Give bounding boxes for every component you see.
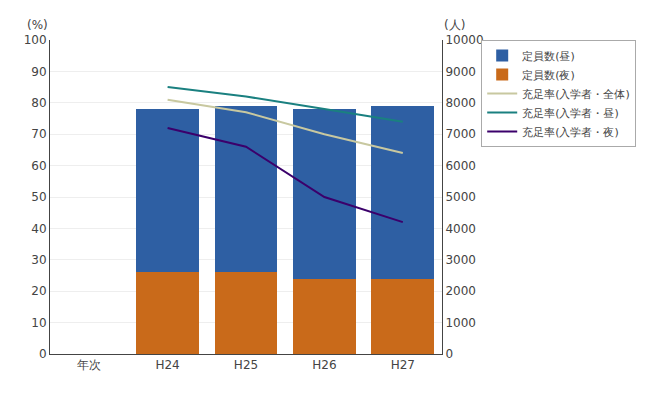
svg-text:(人): (人): [444, 18, 465, 32]
svg-text:H27: H27: [391, 358, 415, 372]
svg-text:8000: 8000: [445, 96, 476, 110]
svg-text:20: 20: [31, 284, 46, 298]
svg-text:7000: 7000: [445, 127, 476, 141]
svg-text:0: 0: [39, 347, 47, 361]
svg-text:80: 80: [31, 96, 46, 110]
svg-text:充足率(入学者・夜): 充足率(入学者・夜): [522, 126, 619, 139]
svg-text:H25: H25: [234, 358, 258, 372]
svg-text:100: 100: [24, 33, 47, 47]
svg-text:4000: 4000: [445, 222, 476, 236]
svg-text:10000: 10000: [445, 33, 483, 47]
svg-text:6000: 6000: [445, 159, 476, 173]
svg-text:H26: H26: [312, 358, 336, 372]
svg-text:定員数(夜): 定員数(夜): [522, 69, 575, 82]
svg-text:50: 50: [31, 190, 46, 204]
svg-text:9000: 9000: [445, 65, 476, 79]
svg-text:0: 0: [445, 347, 453, 361]
svg-text:10: 10: [31, 316, 46, 330]
svg-text:60: 60: [31, 159, 46, 173]
svg-text:H24: H24: [155, 358, 179, 372]
svg-text:40: 40: [31, 222, 46, 236]
svg-text:3000: 3000: [445, 253, 476, 267]
svg-text:1000: 1000: [445, 316, 476, 330]
svg-text:(%): (%): [27, 18, 48, 32]
svg-text:70: 70: [31, 127, 46, 141]
svg-text:充足率(入学者・全体): 充足率(入学者・全体): [522, 88, 630, 101]
svg-text:2000: 2000: [445, 284, 476, 298]
svg-text:定員数(昼): 定員数(昼): [522, 50, 575, 63]
svg-text:充足率(入学者・昼): 充足率(入学者・昼): [522, 107, 619, 120]
svg-text:5000: 5000: [445, 190, 476, 204]
svg-text:90: 90: [31, 65, 46, 79]
svg-text:年次: 年次: [77, 358, 101, 372]
svg-text:30: 30: [31, 253, 46, 267]
